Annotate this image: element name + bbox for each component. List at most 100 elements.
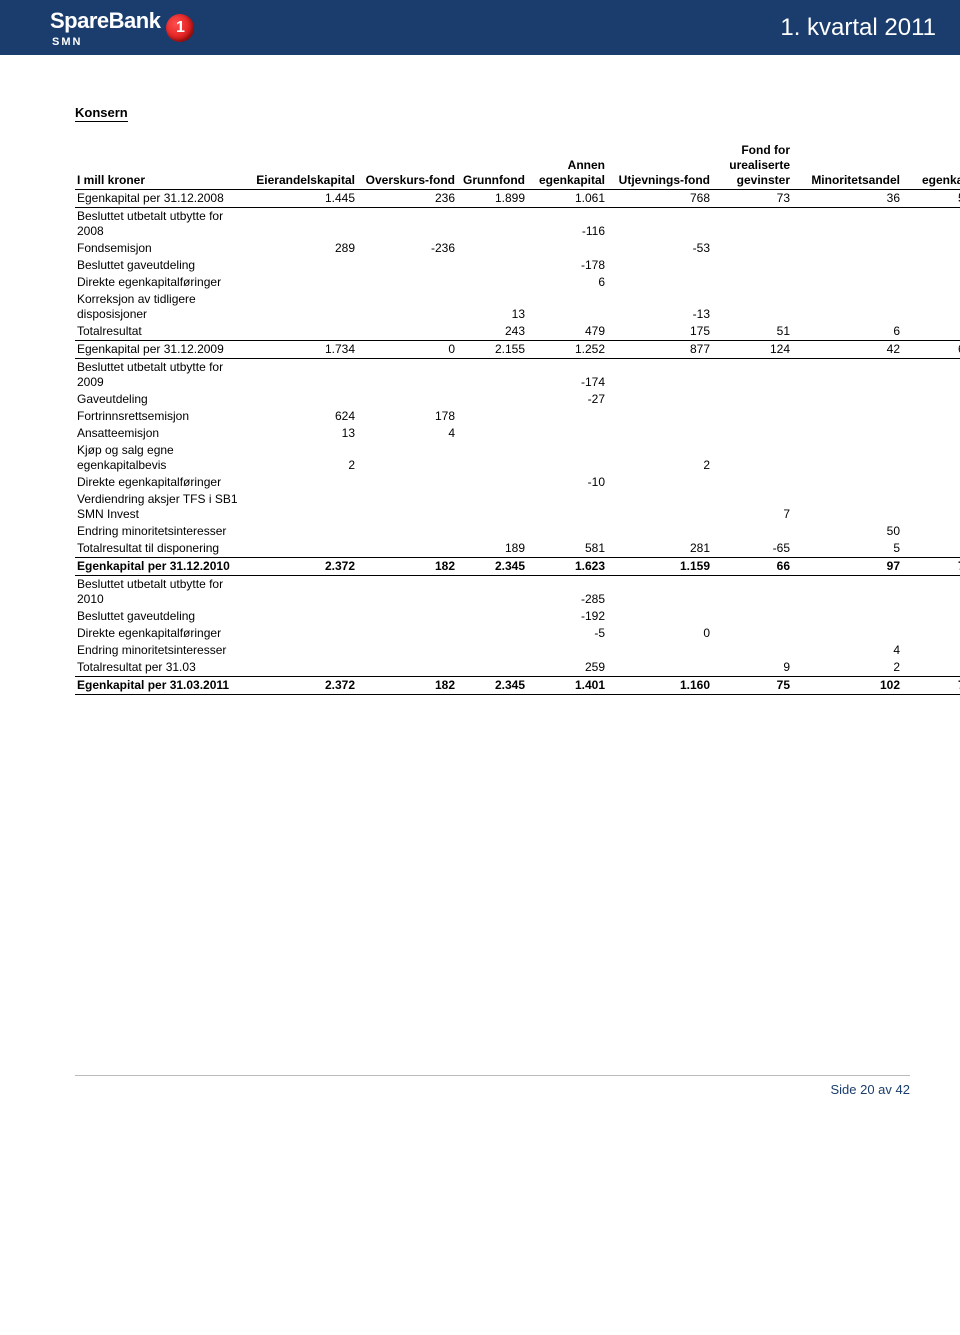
cell-value: 768	[607, 190, 712, 208]
cell-value: 1.899	[457, 190, 527, 208]
cell-value: 6.183	[902, 341, 960, 359]
column-header: Utjevnings-fond	[607, 142, 712, 190]
cell-value: 2.155	[457, 341, 527, 359]
cell-value: -10	[902, 474, 960, 491]
cell-value	[457, 359, 527, 392]
table-row: Fortrinnsrettsemisjon624178803	[75, 408, 960, 425]
cell-value: 289	[245, 240, 357, 257]
cell-value	[792, 240, 902, 257]
cell-value: 270	[902, 659, 960, 677]
table-row: Totalresultat243479175516953	[75, 323, 960, 341]
cell-value	[357, 274, 457, 291]
cell-value	[245, 659, 357, 677]
brand-badge-icon: 1	[166, 14, 194, 42]
cell-value	[245, 359, 357, 392]
row-label: Direkte egenkapitalføringer	[75, 274, 245, 291]
row-label: Fondsemisjon	[75, 240, 245, 257]
cell-value	[457, 408, 527, 425]
cell-value: 2	[792, 659, 902, 677]
row-label: Verdiendring aksjer TFS i SB1 SMN Invest	[75, 491, 245, 523]
cell-value: -10	[527, 474, 607, 491]
cell-value	[712, 240, 792, 257]
cell-value	[607, 608, 712, 625]
cell-value: 281	[607, 540, 712, 558]
column-header: Sum egenkapital	[902, 142, 960, 190]
table-header-row: I mill kronerEierandelskapitalOverskurs-…	[75, 142, 960, 190]
column-header: Minoritetsandel	[792, 142, 902, 190]
cell-value: 2	[245, 442, 357, 474]
cell-value	[527, 642, 607, 659]
cell-value: -285	[527, 576, 607, 609]
cell-value: 17	[902, 425, 960, 442]
cell-value	[245, 274, 357, 291]
footer: Side 20 av 42	[0, 1075, 960, 1117]
column-header: Fond for urealiserte gevinster	[712, 142, 792, 190]
cell-value: 5.518	[902, 190, 960, 208]
brand-sub: SMN	[52, 36, 160, 48]
cell-value: 13	[245, 425, 357, 442]
cell-value	[792, 208, 902, 241]
cell-value	[457, 391, 527, 408]
row-label: Besluttet utbetalt utbytte for 2010	[75, 576, 245, 609]
cell-value	[457, 642, 527, 659]
cell-value	[357, 291, 457, 323]
cell-value: 6	[527, 274, 607, 291]
cell-value	[245, 474, 357, 491]
cell-value: 953	[902, 323, 960, 341]
cell-value	[527, 291, 607, 323]
row-label: Egenkapital per 31.12.2008	[75, 190, 245, 208]
table-row: Totalresultat per 31.0325992270	[75, 659, 960, 677]
cell-value	[357, 576, 457, 609]
cell-value: -27	[527, 391, 607, 408]
footer-divider	[75, 1075, 910, 1076]
cell-value: 9	[712, 659, 792, 677]
cell-value	[527, 240, 607, 257]
table-row: Besluttet utbetalt utbytte for 2009-174-…	[75, 359, 960, 392]
cell-value	[245, 208, 357, 241]
section-title: Konsern	[75, 105, 128, 122]
cell-value	[357, 442, 457, 474]
cell-value: 97	[792, 558, 902, 576]
cell-value	[607, 208, 712, 241]
cell-value: 4	[792, 642, 902, 659]
row-label: Endring minoritetsinteresser	[75, 642, 245, 659]
cell-value: 182	[357, 677, 457, 695]
cell-value	[357, 208, 457, 241]
cell-value: -236	[357, 240, 457, 257]
cell-value	[245, 608, 357, 625]
cell-value: 0	[357, 341, 457, 359]
cell-value	[457, 625, 527, 642]
cell-value: 7.846	[902, 558, 960, 576]
cell-value	[607, 523, 712, 540]
row-label: Korreksjon av tidligere disposisjoner	[75, 291, 245, 323]
cell-value: 4	[357, 425, 457, 442]
cell-value: -5	[527, 625, 607, 642]
cell-value: 0	[902, 291, 960, 323]
cell-value	[245, 540, 357, 558]
cell-value	[712, 291, 792, 323]
cell-value	[712, 642, 792, 659]
cell-value	[245, 491, 357, 523]
cell-value	[357, 257, 457, 274]
cell-value: -116	[902, 208, 960, 241]
cell-value	[607, 391, 712, 408]
cell-value	[457, 274, 527, 291]
cell-value: 1.445	[245, 190, 357, 208]
cell-value: 7.639	[902, 677, 960, 695]
cell-value	[712, 359, 792, 392]
cell-value: 1.401	[527, 677, 607, 695]
cell-value	[712, 442, 792, 474]
cell-value: -174	[527, 359, 607, 392]
cell-value: 51	[712, 323, 792, 341]
cell-value	[527, 523, 607, 540]
table-row: Egenkapital per 31.12.20081.4452361.8991…	[75, 190, 960, 208]
cell-value: 259	[527, 659, 607, 677]
cell-value: 13	[457, 291, 527, 323]
table-row: Direkte egenkapitalføringer-10-10	[75, 474, 960, 491]
brand-name: SpareBank	[50, 8, 160, 33]
cell-value: 2.372	[245, 677, 357, 695]
cell-value: 189	[457, 540, 527, 558]
cell-value	[712, 625, 792, 642]
content-area: Konsern I mill kronerEierandelskapitalOv…	[0, 55, 960, 715]
cell-value	[712, 274, 792, 291]
